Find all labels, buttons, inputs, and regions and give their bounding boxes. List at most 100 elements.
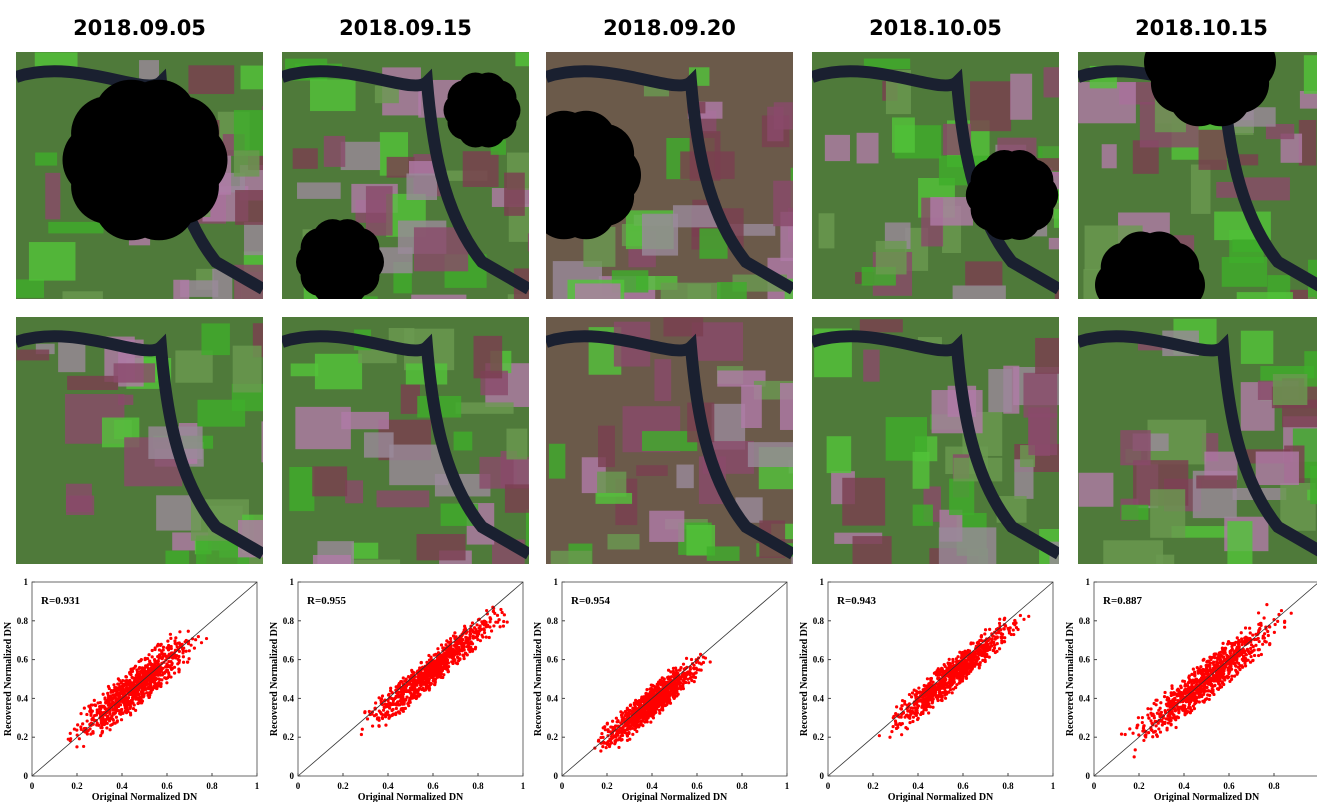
field [863, 349, 880, 382]
scatter-point [633, 705, 637, 709]
scatter-point [611, 719, 615, 723]
scatter-point [681, 678, 685, 683]
scatter-point [398, 699, 402, 703]
scatter-point [640, 695, 644, 699]
field [607, 534, 640, 550]
scatter-point [379, 697, 384, 701]
field [773, 180, 793, 227]
scatter-point [134, 689, 138, 693]
scatter-point [689, 657, 694, 662]
scatter-point [119, 708, 123, 712]
field [515, 52, 529, 67]
field [67, 375, 119, 390]
scatter-point [1177, 690, 1181, 694]
scatter-point [446, 670, 450, 674]
scatter-point [625, 738, 630, 742]
field [233, 150, 260, 177]
scatter-point [159, 642, 163, 646]
r-label: R=0.955 [307, 595, 346, 607]
scatter-point [375, 717, 380, 721]
satellite-image [1078, 317, 1317, 564]
scatter-point [928, 677, 933, 681]
scatter-point [699, 668, 703, 672]
scatter-point [647, 714, 652, 718]
scatter-point [911, 715, 916, 719]
field [779, 383, 793, 430]
scatter-point [377, 696, 381, 700]
scatter-point [444, 667, 448, 671]
x-tick-label: 0.2 [337, 781, 349, 791]
scatter-point [464, 635, 468, 639]
scatter-point [618, 736, 622, 740]
scatter-point [468, 630, 472, 634]
field [1190, 164, 1211, 214]
scatter-point [148, 686, 152, 690]
scatter-point [626, 722, 630, 726]
scatter-point [1165, 698, 1169, 702]
scatter-point [1011, 628, 1015, 632]
scatter-point [165, 681, 169, 685]
x-tick-label: 0 [826, 781, 831, 791]
scatter-point [1283, 625, 1287, 629]
scatter-point [906, 709, 910, 713]
scatter-point [173, 648, 178, 652]
cloud-mask [454, 82, 510, 138]
scatter-point [93, 703, 98, 708]
scatter-point [462, 656, 466, 661]
scatter-point [499, 607, 503, 612]
scatter-point [463, 651, 468, 655]
scatter-point [433, 677, 438, 681]
scatter-point [937, 682, 941, 686]
scatter-point [378, 710, 383, 715]
y-tick-label: 0.2 [813, 732, 825, 742]
scatter-point [684, 656, 689, 660]
scatter-point [363, 711, 367, 715]
field [240, 65, 263, 90]
scatter-point [1268, 641, 1272, 646]
scatter-point [166, 664, 170, 669]
scatter-point [613, 742, 617, 746]
y-axis-label: Recovered Normalized DN [3, 621, 14, 736]
scatter-point [411, 679, 415, 683]
scatter-point [638, 700, 642, 704]
scatter-point [196, 635, 200, 639]
scatter-point [1159, 701, 1163, 705]
scatter-point [640, 719, 644, 723]
field [386, 156, 415, 178]
identity-line [561, 581, 788, 777]
scatter-point [130, 692, 134, 697]
scatter-point [1003, 616, 1007, 620]
scatter-point [418, 666, 422, 670]
y-tick-label: 0.6 [813, 655, 825, 665]
scatter-point [938, 672, 942, 676]
scatter-point [681, 662, 686, 666]
scatter-point [103, 697, 107, 701]
scatter-point [140, 699, 145, 703]
field [641, 213, 679, 256]
scatter-point [397, 682, 402, 686]
scatter-point [176, 641, 180, 645]
y-tick-label: 0.4 [547, 693, 559, 703]
field [576, 295, 624, 299]
scatter-point [152, 671, 156, 675]
scatter-point [660, 682, 664, 686]
scatter-point [83, 730, 88, 734]
scatter-point [101, 722, 105, 726]
scatter-point [899, 715, 903, 719]
y-tick-label: 0.8 [547, 616, 559, 626]
field [818, 213, 835, 249]
scatter-point [641, 716, 645, 720]
scatter-point [159, 684, 163, 689]
y-tick-label: 0 [290, 771, 295, 781]
scatter-point [461, 638, 465, 642]
scatter-point [86, 728, 90, 733]
scatter-point [971, 641, 975, 645]
field [35, 343, 55, 355]
field [113, 363, 156, 383]
field [717, 282, 747, 299]
scatter-point [622, 729, 627, 733]
scatter-point [182, 646, 186, 650]
scatter-point [1191, 704, 1195, 708]
scatter-point [681, 684, 685, 688]
